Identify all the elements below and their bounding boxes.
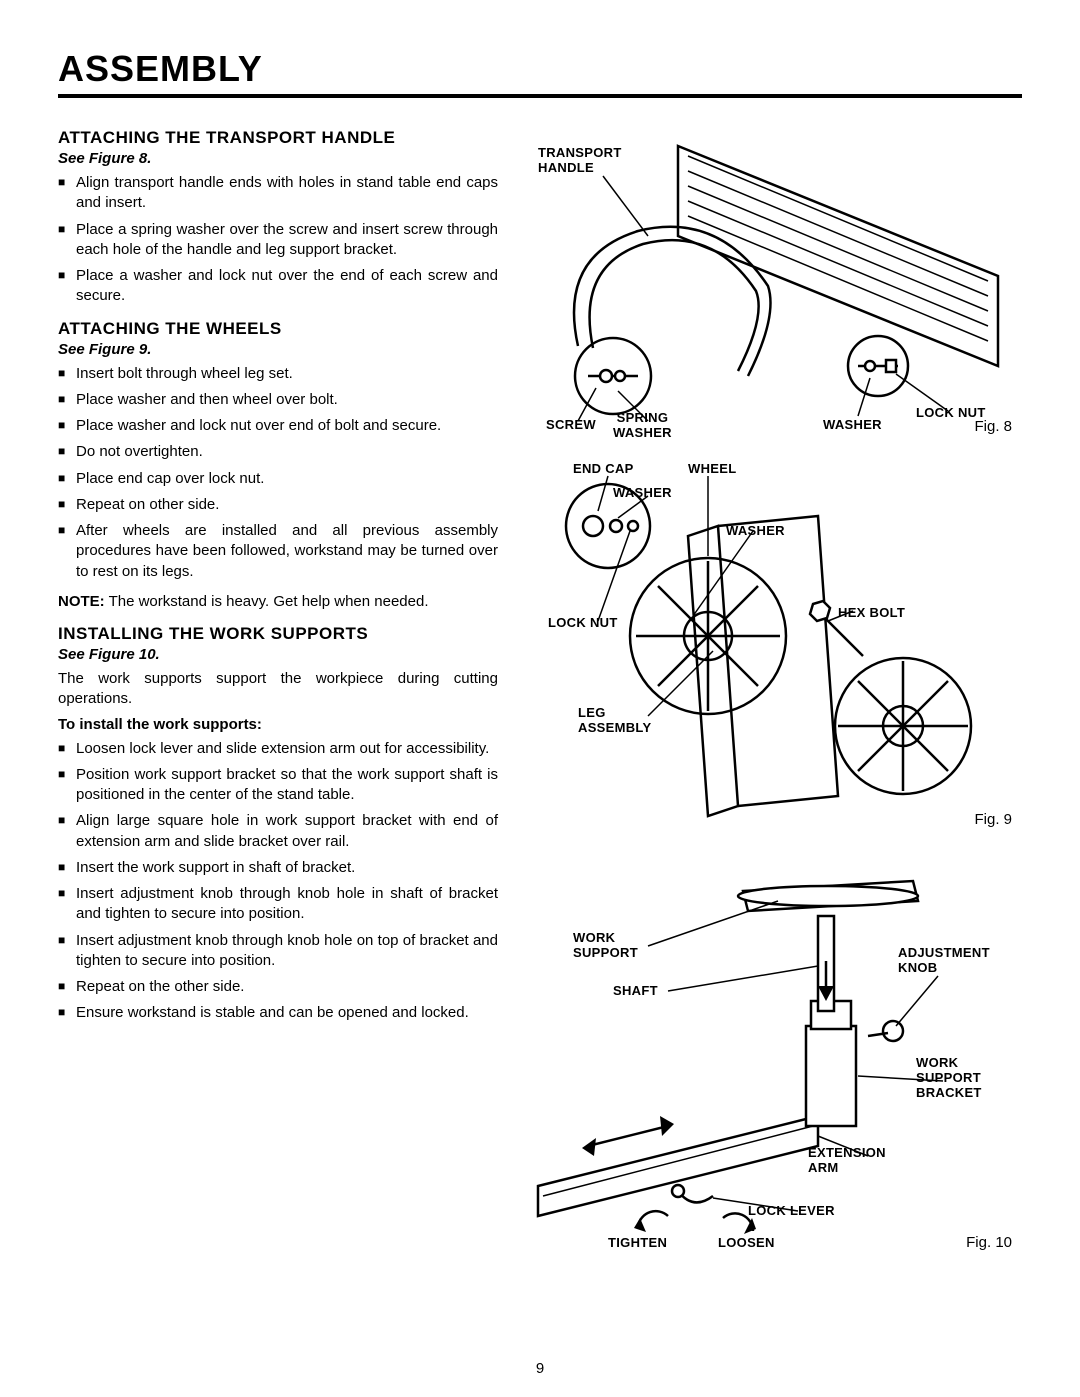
step-item: After wheels are installed and all previ… bbox=[58, 521, 498, 582]
label-screw: SCREW bbox=[546, 418, 596, 433]
work-supports-intro: The work supports support the workpiece … bbox=[58, 669, 498, 710]
step-item: Insert adjustment knob through knob hole… bbox=[58, 931, 498, 972]
step-item: Place a spring washer over the screw and… bbox=[58, 220, 498, 261]
figure-10: WORK SUPPORT SHAFT ADJUSTMENT KNOB WORK … bbox=[518, 846, 1022, 1251]
label-adjustment-knob: ADJUSTMENT KNOB bbox=[898, 946, 990, 976]
step-item: Insert adjustment knob through knob hole… bbox=[58, 884, 498, 925]
label-lock-lever: LOCK LEVER bbox=[748, 1204, 835, 1219]
figure-8-caption: Fig. 8 bbox=[974, 418, 1012, 435]
step-item: Align transport handle ends with holes i… bbox=[58, 173, 498, 214]
label-lock-nut-fig9: LOCK NUT bbox=[548, 616, 618, 631]
work-supports-steps: Loosen lock lever and slide extension ar… bbox=[58, 739, 498, 1024]
text-column: ATTACHING THE TRANSPORT HANDLE See Figur… bbox=[58, 116, 498, 1251]
label-hex-bolt: HEX BOLT bbox=[838, 606, 905, 621]
step-item: Repeat on other side. bbox=[58, 495, 498, 515]
transport-handle-steps: Align transport handle ends with holes i… bbox=[58, 173, 498, 307]
see-figure-10: See Figure 10. bbox=[58, 646, 498, 663]
figure-10-caption: Fig. 10 bbox=[966, 1234, 1012, 1251]
step-item: Place a washer and lock nut over the end… bbox=[58, 266, 498, 307]
label-wheel: WHEEL bbox=[688, 462, 736, 477]
label-tighten: TIGHTEN bbox=[608, 1236, 667, 1251]
label-work-support: WORK SUPPORT bbox=[573, 931, 638, 961]
label-extension-arm: EXTENSION ARM bbox=[808, 1146, 886, 1176]
note-text: The workstand is heavy. Get help when ne… bbox=[105, 593, 429, 610]
label-spring-washer: SPRING WASHER bbox=[613, 411, 672, 441]
section-heading-transport-handle: ATTACHING THE TRANSPORT HANDLE bbox=[58, 128, 498, 148]
step-item: Place washer and lock nut over end of bo… bbox=[58, 416, 498, 436]
wheels-steps: Insert bolt through wheel leg set. Place… bbox=[58, 364, 498, 582]
figure-9-caption: Fig. 9 bbox=[974, 811, 1012, 828]
label-loosen: LOOSEN bbox=[718, 1236, 775, 1251]
label-washer2-fig9: WASHER bbox=[726, 524, 785, 539]
see-figure-9: See Figure 9. bbox=[58, 341, 498, 358]
step-item: Position work support bracket so that th… bbox=[58, 765, 498, 806]
step-item: Align large square hole in work support … bbox=[58, 811, 498, 852]
wheels-note: NOTE: The workstand is heavy. Get help w… bbox=[58, 592, 498, 612]
section-heading-wheels: ATTACHING THE WHEELS bbox=[58, 319, 498, 339]
page-number: 9 bbox=[536, 1360, 544, 1377]
step-item: Repeat on the other side. bbox=[58, 977, 498, 997]
step-item: Place washer and then wheel over bolt. bbox=[58, 390, 498, 410]
see-figure-8: See Figure 8. bbox=[58, 150, 498, 167]
note-lead: NOTE: bbox=[58, 593, 105, 610]
figure-8: TRANSPORT HANDLE SCREW SPRING WASHER WAS… bbox=[518, 116, 1022, 446]
step-item: Do not overtighten. bbox=[58, 442, 498, 462]
figures-column: TRANSPORT HANDLE SCREW SPRING WASHER WAS… bbox=[518, 116, 1022, 1251]
step-item: Ensure workstand is stable and can be op… bbox=[58, 1003, 498, 1023]
label-work-support-bracket: WORK SUPPORT BRACKET bbox=[916, 1056, 982, 1101]
step-item: Place end cap over lock nut. bbox=[58, 469, 498, 489]
label-transport-handle: TRANSPORT HANDLE bbox=[538, 146, 622, 176]
page-title: ASSEMBLY bbox=[58, 48, 1022, 98]
step-item: Insert the work support in shaft of brac… bbox=[58, 858, 498, 878]
label-end-cap: END CAP bbox=[573, 462, 634, 477]
label-shaft: SHAFT bbox=[613, 984, 658, 999]
figure-10-diagram bbox=[518, 846, 1018, 1251]
label-washer-fig8: WASHER bbox=[823, 418, 882, 433]
label-washer1-fig9: WASHER bbox=[613, 486, 672, 501]
label-leg-assembly: LEG ASSEMBLY bbox=[578, 706, 651, 736]
figure-9: END CAP WHEEL WASHER WASHER LOCK NUT HEX… bbox=[518, 456, 1022, 836]
work-supports-subheading: To install the work supports: bbox=[58, 716, 498, 733]
figure-9-diagram bbox=[518, 456, 1018, 836]
step-item: Loosen lock lever and slide extension ar… bbox=[58, 739, 498, 759]
step-item: Insert bolt through wheel leg set. bbox=[58, 364, 498, 384]
two-column-layout: ATTACHING THE TRANSPORT HANDLE See Figur… bbox=[58, 116, 1022, 1251]
section-heading-work-supports: INSTALLING THE WORK SUPPORTS bbox=[58, 624, 498, 644]
